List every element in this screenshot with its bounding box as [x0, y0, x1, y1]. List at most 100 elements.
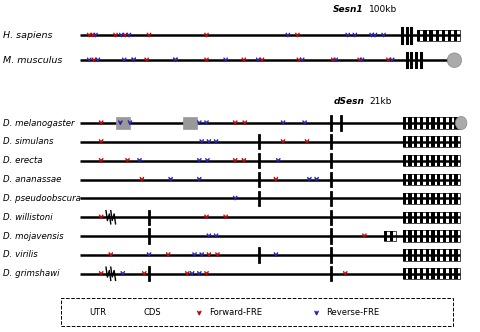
Bar — [449, 268, 452, 280]
Bar — [408, 268, 412, 280]
Bar — [403, 118, 460, 128]
Text: D. pseudoobscura: D. pseudoobscura — [3, 194, 81, 203]
Bar — [403, 211, 460, 223]
Bar — [403, 136, 406, 147]
Bar — [437, 230, 440, 242]
Bar — [442, 30, 445, 41]
Bar — [443, 174, 446, 185]
Bar — [430, 30, 433, 41]
Bar — [443, 268, 446, 280]
Bar — [432, 249, 434, 261]
Text: Sesn1: Sesn1 — [333, 5, 364, 14]
Bar — [432, 136, 434, 147]
Bar — [414, 268, 418, 280]
Bar — [455, 155, 457, 166]
Bar — [403, 193, 406, 204]
Bar — [449, 174, 452, 185]
Bar — [420, 211, 423, 223]
Bar — [390, 231, 393, 241]
Bar — [420, 174, 423, 185]
Bar — [437, 118, 440, 128]
Text: M. musculus: M. musculus — [3, 56, 62, 65]
Text: 100kb: 100kb — [369, 5, 397, 14]
Bar — [437, 268, 440, 280]
Bar — [426, 174, 429, 185]
Bar — [443, 193, 446, 204]
Bar — [408, 118, 412, 128]
Bar — [414, 118, 418, 128]
Bar — [420, 193, 423, 204]
Bar — [420, 118, 423, 128]
Bar — [130, 307, 139, 317]
Bar — [432, 211, 434, 223]
Bar — [423, 30, 427, 41]
Bar — [426, 268, 429, 280]
Bar — [443, 249, 446, 261]
Bar — [417, 30, 460, 41]
Bar — [437, 211, 440, 223]
Bar — [432, 174, 434, 185]
Text: UTR: UTR — [89, 308, 106, 317]
Bar — [437, 174, 440, 185]
Bar — [403, 268, 460, 280]
Bar — [437, 155, 440, 166]
Bar — [403, 211, 406, 223]
FancyBboxPatch shape — [60, 298, 453, 326]
Bar — [449, 211, 452, 223]
Bar — [420, 268, 423, 280]
Bar — [403, 155, 406, 166]
Text: D. willistoni: D. willistoni — [3, 213, 53, 222]
Bar — [432, 118, 434, 128]
Bar — [408, 136, 412, 147]
Bar — [420, 155, 423, 166]
Bar — [426, 230, 429, 242]
Bar — [414, 230, 418, 242]
Bar — [437, 136, 440, 147]
Text: dSesn: dSesn — [333, 98, 364, 107]
Text: D. simulans: D. simulans — [3, 137, 54, 146]
Bar — [449, 230, 452, 242]
Bar — [414, 174, 418, 185]
Bar — [432, 230, 434, 242]
Bar — [384, 231, 387, 241]
Bar — [414, 249, 418, 261]
Bar — [437, 249, 440, 261]
Bar — [443, 230, 446, 242]
Bar — [403, 118, 406, 128]
Text: D. erecta: D. erecta — [3, 156, 43, 165]
Text: D. melanogaster: D. melanogaster — [3, 119, 74, 127]
Bar — [435, 30, 439, 41]
Text: D. mojavensis: D. mojavensis — [3, 232, 64, 241]
Bar — [403, 249, 460, 261]
Bar — [408, 249, 412, 261]
Bar — [420, 136, 423, 147]
Bar — [403, 155, 460, 166]
Ellipse shape — [456, 117, 467, 129]
Text: H. sapiens: H. sapiens — [3, 31, 53, 40]
Bar — [403, 136, 460, 147]
Bar — [455, 230, 457, 242]
Bar — [455, 174, 457, 185]
Bar — [455, 118, 457, 128]
Bar — [443, 155, 446, 166]
Bar — [408, 230, 412, 242]
Bar — [182, 118, 197, 128]
Bar — [403, 174, 406, 185]
Bar — [414, 211, 418, 223]
Bar — [403, 230, 460, 242]
Bar — [75, 307, 85, 317]
Bar — [449, 193, 452, 204]
Bar — [134, 307, 137, 317]
Bar — [443, 118, 446, 128]
Bar — [408, 211, 412, 223]
Bar — [426, 249, 429, 261]
Bar — [414, 155, 418, 166]
Text: 21kb: 21kb — [369, 98, 392, 107]
Bar — [403, 249, 406, 261]
Bar — [449, 118, 452, 128]
Bar — [432, 268, 434, 280]
Bar — [455, 268, 457, 280]
Bar — [426, 211, 429, 223]
Ellipse shape — [447, 53, 462, 67]
Text: D. ananassae: D. ananassae — [3, 175, 61, 184]
